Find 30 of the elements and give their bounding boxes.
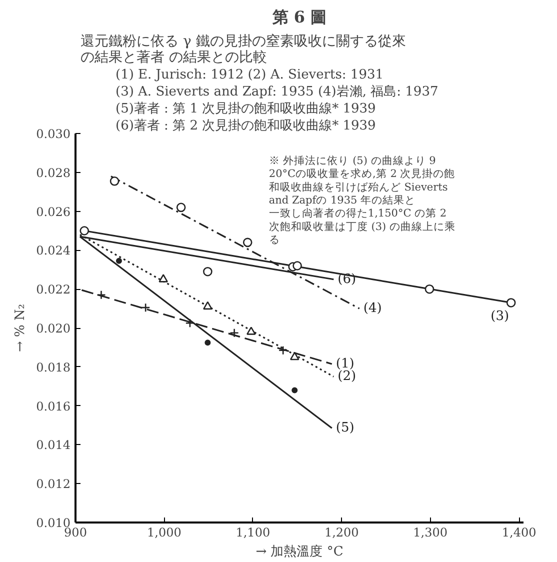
x-tick-label: 1,200 (324, 526, 359, 540)
x-axis-title: → 加熱溫度 °C (256, 544, 344, 560)
x-tick-label: 1,100 (236, 526, 270, 540)
annotation: ※ 外挿法に依り (5) の曲線より 920°Cの吸收量を求め,第 2 次見掛の飽和吸收曲線を引けば殆んど Sieverts and Zapfの 1935 年の結果と一致し尙著者の得た1,150°C の第 2 次飽和吸收量は丁度 (3) の曲線上に乘る (268, 154, 456, 246)
text: (3) A. Sieverts and Zapf: 1935 (4)岩瀨, 福島: 1937 (116, 84, 438, 100)
y-tick-label: 0.022 (36, 282, 71, 297)
x-tick-label: 900 (64, 526, 87, 540)
y-tick-label: 0.030 (36, 127, 71, 141)
y-tick-label: 0.026 (36, 204, 71, 219)
chart-subtitle: 還元鐵粉に依る γ 鐵の見掛の窒素吸收に關する從來の結果と著者 の結果との比較 (80, 34, 406, 66)
y-tick-label: 0.028 (36, 166, 71, 180)
series-label: (3) (490, 309, 510, 324)
x-tick-label: 1,300 (413, 526, 448, 540)
y-tick-label: 0.018 (36, 360, 71, 374)
y-tick-label: 0.014 (36, 438, 71, 452)
chart-title: 第 6 圖 (271, 8, 327, 26)
y-tick-label: 0.012 (36, 477, 71, 492)
x-tick-label: 1,000 (147, 526, 182, 540)
y-tick-label: 0.024 (36, 244, 71, 258)
x-tick-label: 1,400 (502, 526, 536, 540)
series-label: (5) (336, 420, 354, 436)
y-tick-label: 0.016 (36, 399, 71, 414)
text: (5)著者 : 第 1 次見掛の飽和吸收曲線* 1939 (116, 102, 376, 116)
text: (6)著者 : 第 2 次見掛の飽和吸收曲線* 1939 (116, 118, 376, 134)
series-label: (2) (338, 369, 356, 384)
text: (1) E. Jurisch: 1912 (2) A. Sieverts: 1931 (116, 68, 384, 82)
y-axis-title: → % N₂ (13, 304, 28, 352)
y-tick-label: 0.020 (36, 322, 71, 336)
series-label: (4) (363, 301, 382, 316)
series-label: (1) (336, 356, 354, 372)
